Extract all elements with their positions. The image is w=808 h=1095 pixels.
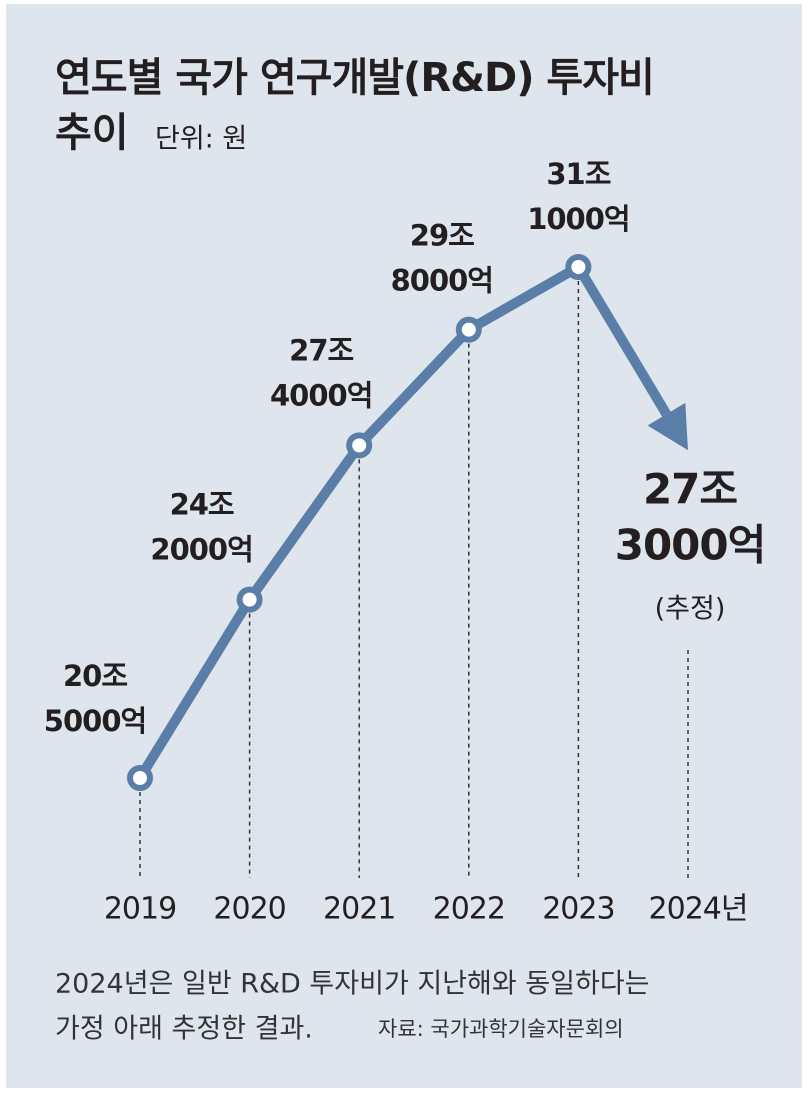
estimate-note: (추정) xyxy=(655,594,726,625)
x-tick-label: 2024년 xyxy=(649,892,748,927)
value-label: 27조 xyxy=(289,333,353,367)
unit-label: 단위: 원 xyxy=(155,124,247,155)
footnote: 가정 아래 추정한 결과. xyxy=(55,1014,313,1045)
chart-title: 추이 xyxy=(55,110,129,156)
value-label: 1000억 xyxy=(527,202,629,236)
value-label: 8000억 xyxy=(391,264,493,298)
estimate-arrow-shaft xyxy=(574,264,671,417)
x-tick-label: 2019 xyxy=(104,892,176,927)
point xyxy=(455,316,482,343)
source: 자료: 국가과학기술자문회의 xyxy=(378,1017,624,1041)
point xyxy=(236,586,263,613)
value-label: 4000억 xyxy=(270,378,372,412)
x-tick-label: 2020 xyxy=(213,892,285,927)
x-tick-label: 2023 xyxy=(542,892,614,927)
footnote: 2024년은 일반 R&D 투자비가 지난해와 동일하다는 xyxy=(55,969,650,1000)
point xyxy=(565,254,592,280)
estimate-arrow-head xyxy=(647,402,688,451)
x-tick-label: 2022 xyxy=(433,892,505,927)
value-label: 20조 xyxy=(63,659,127,693)
value-label: 2000억 xyxy=(150,533,252,567)
chart-title: 연도별 국가 연구개발(R&D) 투자비 xyxy=(55,55,654,101)
value-label: 29조 xyxy=(410,219,474,253)
value-label: 31조 xyxy=(546,157,610,191)
point xyxy=(346,432,373,459)
x-tick-label: 2021 xyxy=(323,892,395,927)
value-label: 24조 xyxy=(170,488,234,522)
value-label: 3000억 xyxy=(615,521,766,570)
point xyxy=(127,765,153,791)
background xyxy=(6,4,802,1088)
value-label: 5000억 xyxy=(44,704,146,738)
value-label: 27조 xyxy=(643,465,737,514)
